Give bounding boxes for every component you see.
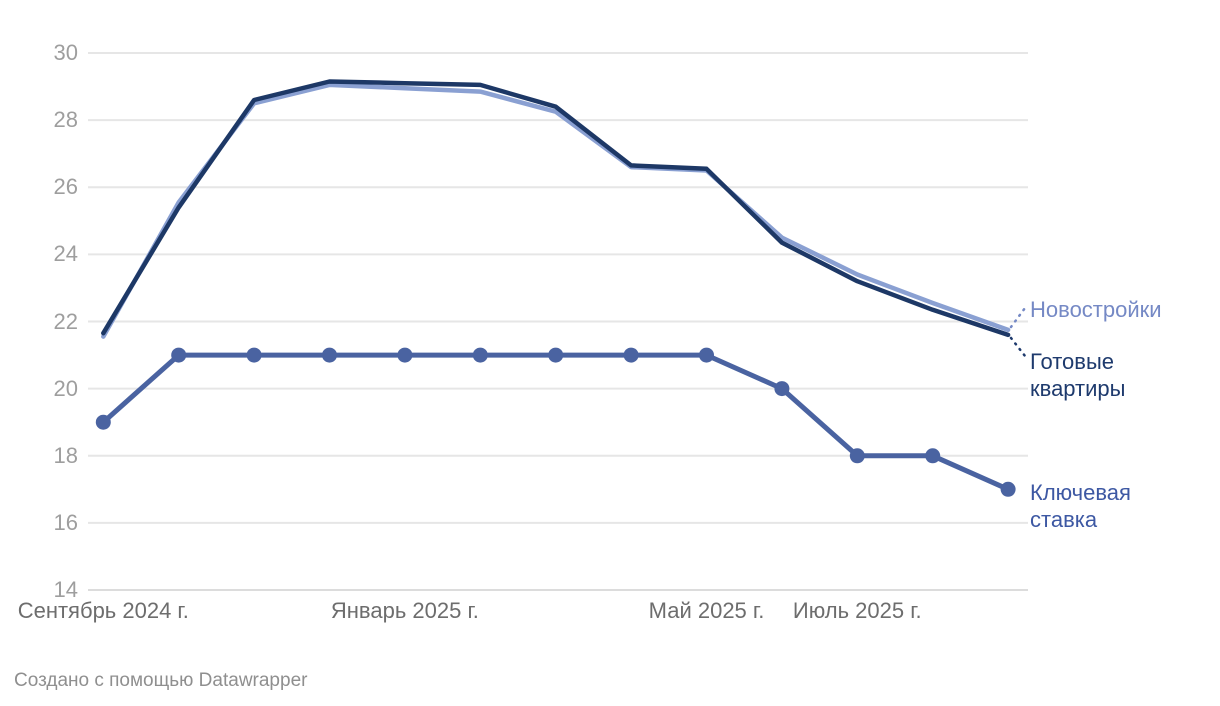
series-label-line: квартиры — [1030, 376, 1126, 401]
series-label-novostroyki: Новостройки — [1030, 296, 1162, 323]
y-axis-tick-label: 14 — [53, 577, 78, 602]
data-point-klyuchevaya-stavka — [472, 347, 488, 363]
series-label-line: Новостройки — [1030, 297, 1162, 322]
y-axis-tick-label: 30 — [53, 40, 78, 65]
attribution-text: Создано с помощью Datawrapper — [14, 670, 308, 691]
data-point-klyuchevaya-stavka — [322, 347, 337, 363]
series-label-line: ставка — [1030, 507, 1098, 532]
data-point-klyuchevaya-stavka — [95, 414, 111, 430]
leader-line-gotovye-kvartiry — [1009, 336, 1027, 358]
series-label-line: Готовые — [1030, 349, 1114, 374]
y-axis-tick-label: 22 — [53, 308, 78, 334]
data-point-klyuchevaya-stavka — [548, 347, 564, 363]
y-axis-tick-label: 18 — [53, 442, 78, 468]
data-point-klyuchevaya-stavka — [623, 347, 639, 363]
x-axis-tick-label: Январь 2025 г. — [330, 598, 479, 623]
series-line-gotovye-kvartiry — [101, 79, 1011, 338]
data-point-klyuchevaya-stavka — [246, 347, 262, 363]
y-axis-tick-label: 16 — [53, 509, 78, 535]
data-point-klyuchevaya-stavka — [699, 347, 714, 363]
data-point-klyuchevaya-stavka — [849, 448, 865, 464]
x-axis-tick-label: Июль 2025 г. — [792, 598, 922, 623]
series-label-klyuchevaya-stavka: Ключевая ставка — [1030, 479, 1131, 533]
data-point-klyuchevaya-stavka — [774, 381, 790, 397]
data-point-klyuchevaya-stavka — [171, 347, 187, 363]
x-axis-tick-label: Май 2025 г. — [648, 598, 765, 623]
series-label-gotovye-kvartiry: Готовые квартиры — [1030, 348, 1125, 402]
y-axis-tick-label: 26 — [53, 174, 78, 200]
leader-line-novostroyki — [1009, 306, 1027, 329]
data-point-klyuchevaya-stavka — [1000, 481, 1016, 497]
y-axis-tick-label: 24 — [53, 241, 78, 267]
data-point-klyuchevaya-stavka — [925, 448, 941, 464]
y-axis-tick-label: 20 — [53, 375, 78, 401]
x-axis-tick-label: Сентябрь 2024 г. — [17, 598, 189, 623]
series-line-klyuchevaya-stavka — [100, 352, 1011, 492]
data-point-klyuchevaya-stavka — [397, 347, 413, 363]
series-label-line: Ключевая — [1030, 480, 1131, 505]
y-axis-tick-label: 28 — [53, 107, 78, 133]
